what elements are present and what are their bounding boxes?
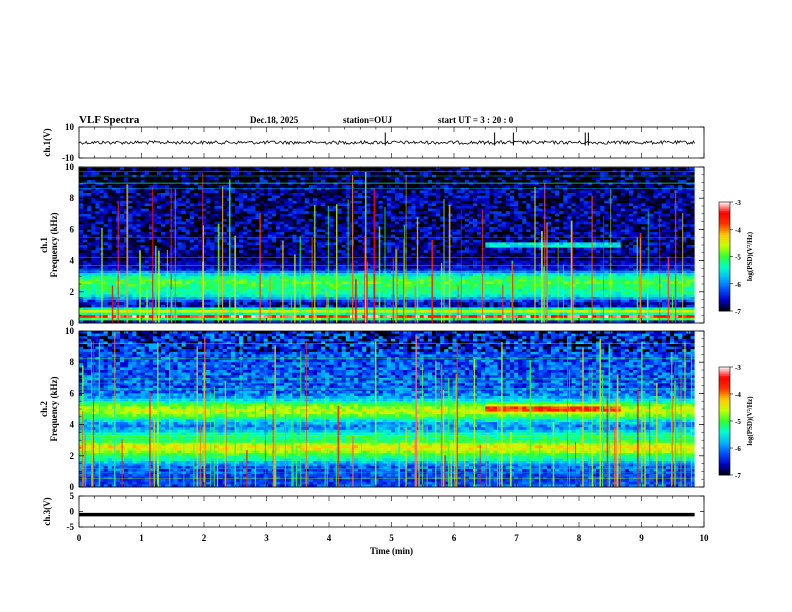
y-axis-label: ch.1(V) [42,128,52,156]
x-tick-label: 9 [639,533,644,543]
station-label: station=OUJ [343,115,393,125]
colorbar [718,366,731,476]
y-axis-label: Frequency (kHz) [49,376,59,441]
ch2-spectrogram [79,331,704,488]
x-tick-label: 8 [577,533,582,543]
colorbar-tick-label: -7 [735,472,741,480]
colorbar-tick-label: -3 [735,199,741,207]
colorbar-tick-label: -7 [735,308,741,316]
colorbar-label: log(PSD)(V²/Hz) [746,396,754,446]
y-tick-label: 0 [70,507,75,517]
y-axis-label: ch.1 [39,237,49,253]
x-tick-label: 6 [452,533,457,543]
colorbar-tick-label: -6 [735,445,741,453]
ch1-spectrogram [79,167,704,324]
y-axis-label: ch.2 [39,401,49,417]
x-tick-label: 3 [264,533,269,543]
y-tick-label: 10 [65,162,75,172]
colorbar-tick-label: -5 [735,418,741,426]
y-tick-label: -5 [67,522,75,532]
y-tick-label: -10 [62,153,74,163]
x-tick-label: 2 [202,533,207,543]
y-tick-label: 5 [70,491,75,501]
y-axis-label: ch.3(V) [42,497,52,525]
y-tick-label: 6 [70,224,75,234]
colorbar-tick-label: -3 [735,364,741,372]
figure-title: VLF Spectra [79,114,140,126]
y-tick-label: 4 [70,256,75,266]
colorbar-tick-label: -4 [735,226,741,234]
y-tick-label: 0 [70,318,75,328]
y-tick-label: 10 [65,122,75,132]
y-tick-label: 2 [70,287,75,297]
date-label: Dec.18, 2025 [250,115,299,125]
x-tick-label: 4 [327,533,332,543]
y-axis-label: Frequency (kHz) [49,212,59,277]
y-tick-label: 6 [70,388,75,398]
colorbar-tick-label: -5 [735,254,741,262]
colorbar-tick-label: -4 [735,391,741,399]
x-tick-label: 5 [389,533,394,543]
colorbar [718,201,731,312]
x-axis-label: Time (min) [370,546,413,556]
colorbar-tick-label: -6 [735,281,741,289]
colorbar-label: log(PSD)(V²/Hz) [746,231,754,281]
y-tick-label: 8 [70,357,75,367]
x-tick-label: 7 [514,533,519,543]
y-tick-label: 4 [70,420,75,430]
y-tick-label: 0 [70,482,75,492]
x-tick-label: 1 [139,533,144,543]
start-time-label: start UT = 3 : 20 : 0 [438,115,514,125]
ch1-waveform-trace [78,139,695,146]
y-tick-label: 2 [70,451,75,461]
x-tick-label: 0 [77,533,82,543]
y-tick-label: 8 [70,193,75,203]
y-tick-label: 10 [65,326,75,336]
x-tick-label: 10 [700,533,710,543]
